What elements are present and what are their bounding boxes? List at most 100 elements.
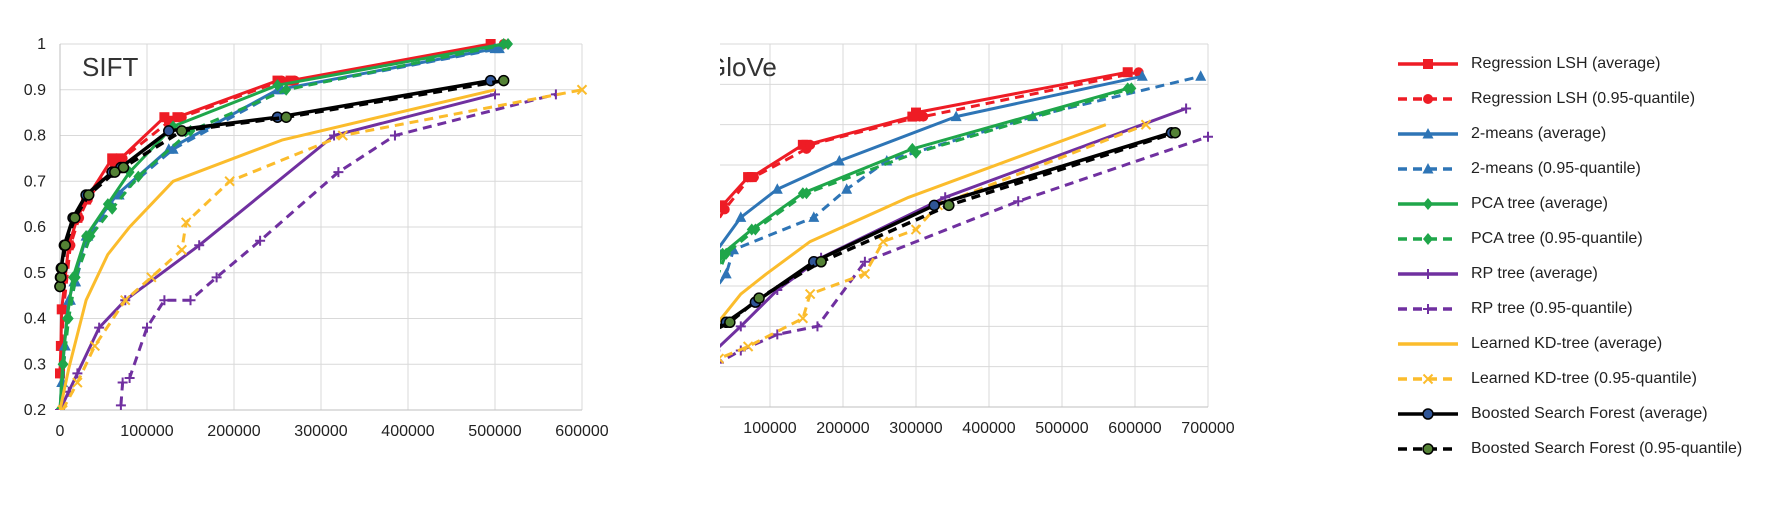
sift-x-tick-label: 100000	[120, 423, 173, 440]
glove-point-km_avg	[833, 154, 845, 166]
sift-point-km_q95	[167, 143, 179, 154]
sift-point-rp_q95	[124, 372, 135, 383]
legend-marker-rp_avg	[1423, 268, 1433, 279]
glove-x-tick-label: 200000	[816, 420, 869, 437]
legend-label: PCA tree (average)	[1471, 194, 1608, 212]
glove-point-rlsh_q95	[748, 172, 759, 183]
legend-label: RP tree (0.95-quantile)	[1471, 299, 1633, 317]
sift-point-pca_q95	[58, 358, 69, 371]
sift-point-bsf_q95	[109, 166, 121, 178]
sift-point-bsf_q95	[59, 239, 71, 252]
sift-line-pca_q95	[58, 42, 509, 410]
glove-point-pca_q95	[1126, 82, 1137, 95]
glove-point-pca_q95	[721, 247, 732, 260]
legend-marker-km_q95	[1422, 162, 1434, 173]
legend-swatch-rlsh_q95	[1398, 93, 1458, 104]
sift-point-rlsh_avg	[159, 112, 170, 123]
sift-y-tick-label: 0.6	[24, 219, 46, 236]
sift-point-rp_q95	[333, 167, 344, 178]
sift-point-km_q95	[493, 42, 505, 54]
sift-point-pca_q95	[281, 83, 292, 96]
sift-point-pca_q95	[107, 202, 118, 215]
glove-point-bsf_q95	[815, 256, 827, 268]
sift-y-tick-label: 1	[37, 36, 46, 53]
sift-point-rp_avg	[329, 130, 340, 141]
sift-point-kd_q95	[120, 294, 131, 306]
sift-series-km_avg	[56, 42, 501, 410]
legend-marker-kd_q95	[1422, 373, 1434, 384]
sift-point-kd_q95	[57, 404, 68, 410]
sift-point-kd_q95	[72, 377, 83, 388]
glove-line-kd_q95	[720, 123, 1147, 360]
glove-point-rlsh_q95	[720, 204, 730, 215]
glove-point-bsf_q95	[724, 316, 736, 329]
glove-point-rp_q95	[812, 321, 823, 332]
glove-point-kd_q95	[1140, 119, 1152, 130]
glove-point-rlsh_avg	[911, 107, 921, 118]
glove-series-kd_avg	[720, 123, 1107, 323]
sift-point-rlsh_q95	[58, 304, 69, 315]
glove-point-km_avg	[771, 183, 783, 194]
glove-series-pca_q95	[720, 82, 1137, 274]
sift-point-bsf_q95	[117, 161, 130, 174]
legend-label: 2-means (0.95-quantile)	[1471, 159, 1641, 177]
glove-point-bsf_q95	[1169, 126, 1181, 139]
glove-series-rp_q95	[720, 131, 1213, 364]
legend-item-rp_avg: RP tree (average)	[1395, 256, 1765, 291]
legend-swatch-bsf_q95	[1398, 442, 1458, 455]
glove-point-pca_q95	[911, 146, 921, 159]
sift-line-kd_q95	[61, 88, 583, 410]
glove-point-rp_q95	[859, 256, 870, 267]
legend-marker-bsf_avg	[1422, 407, 1434, 420]
sift-point-bsf_q95	[280, 111, 292, 123]
sift-point-pca_avg	[168, 120, 179, 133]
legend-label: 2-means (average)	[1471, 124, 1607, 142]
legend-item-rp_q95: RP tree (0.95-quantile)	[1395, 291, 1765, 326]
sift-y-tick-label: 0.8	[24, 128, 46, 145]
sift-point-rlsh_q95	[176, 112, 187, 123]
sift-point-pca_q95	[133, 170, 144, 183]
sift-x-tick-label: 500000	[468, 423, 521, 440]
sift-line-rp_avg	[58, 92, 496, 410]
glove-point-kd_q95	[742, 341, 754, 352]
legend-swatch-kd_avg	[1398, 341, 1458, 346]
legend-item-kd_q95: Learned KD-tree (0.95-quantile)	[1395, 361, 1765, 396]
sift-point-pca_q95	[503, 38, 514, 50]
sift-x-tick-label: 300000	[294, 423, 347, 440]
sift-y-tick-label: 0.5	[24, 265, 46, 282]
sift-point-rp_q95	[389, 130, 400, 141]
legend-swatch-rp_q95	[1398, 303, 1458, 314]
glove-point-km_avg	[735, 211, 747, 222]
sift-point-bsf_q95	[82, 189, 95, 201]
legend-label: Regression LSH (average)	[1471, 54, 1661, 72]
legend-label: PCA tree (0.95-quantile)	[1471, 229, 1643, 247]
legend-item-pca_avg: PCA tree (average)	[1395, 186, 1765, 221]
glove-point-km_q95	[720, 267, 732, 279]
sift-y-tick-label: 0.2	[24, 402, 46, 419]
sift-chart: 0 100000 200000 300000 400000 500000 600000 0.2…	[0, 0, 700, 514]
glove-point-kd_q95	[804, 288, 816, 300]
glove-point-km_q95	[1195, 70, 1207, 81]
sift-point-kd_q95	[180, 217, 192, 228]
sift-point-rp_q95	[142, 322, 152, 333]
legend-marker-pca_q95	[1423, 232, 1433, 245]
sift-point-rp_q95	[159, 295, 170, 306]
glove-chart-title: GloVe	[720, 52, 777, 82]
glove-point-rlsh_avg	[1122, 67, 1133, 78]
sift-point-pca_avg	[272, 79, 283, 92]
legend-label: Regression LSH (0.95-quantile)	[1471, 89, 1696, 107]
sift-series-rp_q95	[115, 89, 561, 410]
legend-marker-rp_q95	[1423, 303, 1433, 314]
legend-item-rlsh_q95: Regression LSH (0.95-quantile)	[1395, 81, 1765, 116]
glove-point-rp_q95	[1013, 196, 1024, 207]
glove-point-kd_q95	[797, 313, 809, 324]
sift-x-tick-label: 0	[56, 423, 65, 440]
sift-y-tick-label: 0.7	[24, 173, 46, 190]
sift-chart-title: SIFT	[82, 52, 138, 82]
glove-line-bsf_avg	[720, 131, 1173, 328]
legend-label: RP tree (average)	[1471, 264, 1598, 282]
sift-point-bsf_q95	[497, 74, 510, 87]
sift-line-kd_avg	[58, 88, 496, 410]
sift-point-bsf_q95	[176, 125, 188, 137]
